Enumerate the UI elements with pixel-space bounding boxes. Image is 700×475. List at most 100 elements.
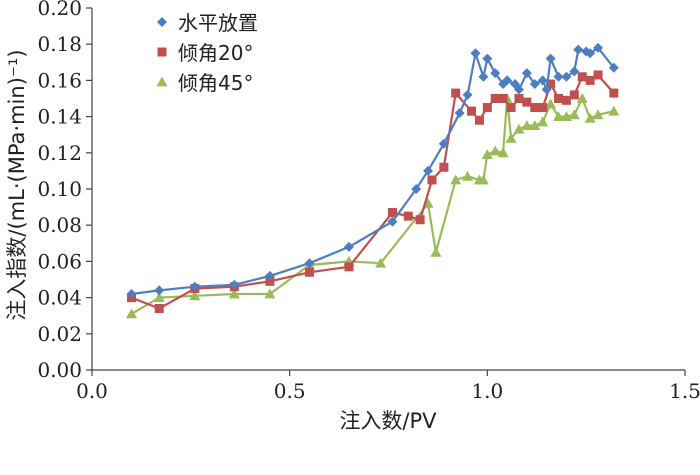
- data-point: [545, 53, 556, 64]
- data-point: [569, 90, 579, 100]
- data-point: [608, 62, 619, 73]
- legend-label: 水平放置: [178, 11, 258, 35]
- legend-label: 倾角20°: [178, 41, 253, 65]
- data-point: [608, 105, 620, 116]
- data-point: [546, 79, 556, 89]
- x-tick-label: 0.5: [274, 379, 306, 403]
- series-square: [127, 70, 619, 313]
- data-point: [375, 257, 387, 268]
- y-tick-label: 0.06: [37, 249, 82, 273]
- data-point: [154, 285, 165, 296]
- data-point: [593, 70, 603, 80]
- data-point: [438, 138, 449, 149]
- x-axis-title: 注入数/PV: [339, 409, 437, 433]
- data-point: [474, 115, 484, 125]
- data-point: [467, 106, 477, 116]
- data-point: [427, 175, 437, 185]
- data-point: [521, 68, 532, 79]
- data-point: [498, 94, 508, 103]
- data-point: [552, 111, 564, 121]
- data-point: [451, 88, 461, 98]
- data-point: [490, 94, 500, 103]
- data-point: [387, 216, 398, 227]
- x-tick-label: 1.5: [669, 379, 700, 403]
- data-point: [609, 88, 619, 98]
- y-tick-label: 0.00: [37, 358, 82, 382]
- x-tick-label: 1.0: [471, 379, 503, 403]
- data-point: [560, 111, 572, 121]
- data-point: [462, 89, 473, 100]
- data-point: [411, 184, 422, 194]
- series-line: [130, 97, 615, 315]
- y-tick-label: 0.16: [37, 68, 82, 92]
- data-point: [153, 292, 165, 302]
- data-point: [343, 241, 354, 252]
- data-point: [189, 290, 201, 301]
- x-tick-label: 0.0: [76, 379, 108, 403]
- data-point: [462, 170, 474, 181]
- data-point: [541, 84, 552, 95]
- series-triangle: [126, 93, 620, 319]
- data-point: [490, 68, 501, 79]
- data-point: [477, 174, 489, 185]
- data-point: [403, 211, 413, 221]
- data-point: [304, 267, 314, 277]
- data-point: [430, 246, 442, 257]
- data-point: [126, 288, 137, 299]
- data-point: [423, 165, 434, 176]
- data-point: [573, 44, 584, 55]
- series-diamond: [126, 42, 619, 299]
- data-point: [585, 48, 596, 59]
- legend-marker: [156, 76, 168, 87]
- data-point: [439, 162, 449, 172]
- data-point: [154, 303, 164, 313]
- data-point: [415, 215, 425, 225]
- data-point: [538, 103, 548, 113]
- data-point: [553, 94, 563, 103]
- y-tick-label: 0.10: [37, 177, 82, 201]
- ticks: 0.0 0.5 1.0 1.5 0.00 0.02 0.04 0.06 0.08 0.10 0.12…: [37, 0, 700, 403]
- data-point: [189, 281, 200, 292]
- legend-marker: [157, 17, 167, 27]
- data-point: [522, 97, 532, 107]
- data-point: [593, 42, 604, 53]
- series-line: [131, 46, 615, 296]
- data-point: [537, 75, 548, 86]
- data-point: [478, 71, 489, 82]
- data-point: [482, 53, 493, 64]
- data-point: [454, 107, 465, 118]
- data-point: [561, 71, 572, 82]
- data-point: [264, 270, 275, 281]
- data-point: [450, 174, 462, 185]
- data-point: [576, 93, 588, 103]
- data-point: [387, 208, 397, 218]
- data-point: [521, 120, 533, 131]
- y-tick-label: 0.18: [37, 32, 82, 56]
- data-point: [545, 98, 557, 109]
- data-point: [126, 308, 138, 319]
- data-point: [229, 279, 240, 290]
- y-tick-label: 0.12: [37, 141, 82, 165]
- data-point: [481, 149, 493, 160]
- data-point: [529, 79, 540, 90]
- data-point: [304, 258, 315, 269]
- data-point: [513, 123, 525, 134]
- data-point: [585, 75, 595, 85]
- series-layer: [126, 42, 620, 319]
- data-point: [497, 147, 509, 158]
- data-point: [228, 288, 240, 299]
- data-point: [344, 262, 354, 272]
- data-point: [553, 71, 564, 82]
- data-point: [505, 132, 517, 143]
- y-axis-title: 注入指数/(mL·(MPa·min)⁻¹): [5, 49, 29, 320]
- data-point: [265, 276, 275, 286]
- y-tick-label: 0.08: [37, 213, 82, 237]
- legend-marker: [157, 47, 167, 57]
- data-point: [530, 103, 540, 113]
- y-tick-label: 0.02: [37, 322, 82, 346]
- data-point: [577, 72, 587, 82]
- data-point: [592, 109, 604, 120]
